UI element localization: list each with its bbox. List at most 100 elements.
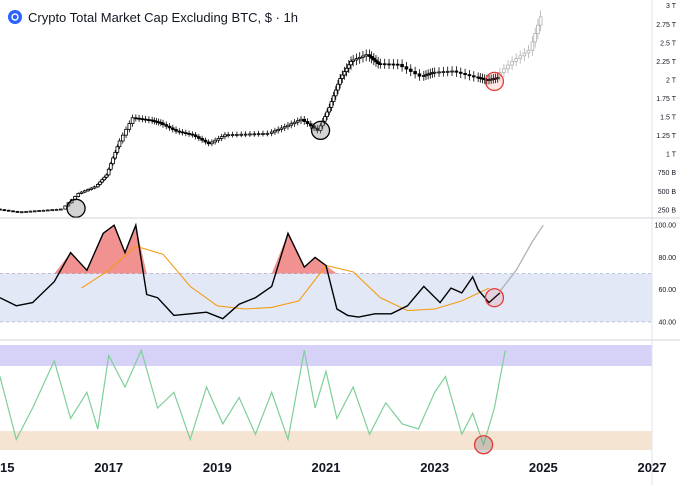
rsi-band <box>0 273 652 322</box>
projection-candle <box>526 49 531 54</box>
price-candle <box>361 55 365 58</box>
price-candle <box>387 63 391 66</box>
price-candle <box>331 95 336 102</box>
price-candle <box>2 209 7 212</box>
price-candle <box>239 133 244 136</box>
price-candle <box>463 72 467 75</box>
price-candle <box>273 130 277 133</box>
rsi-ma-line <box>81 245 490 312</box>
price-candle <box>357 56 362 60</box>
price-candle <box>295 120 300 123</box>
price-candle <box>441 71 446 74</box>
price-candle <box>63 205 67 210</box>
price-candle <box>252 133 257 136</box>
price-candle <box>256 133 261 136</box>
price-candle <box>235 134 239 136</box>
price-candle <box>372 57 376 61</box>
price-candle <box>400 63 404 68</box>
price-candle <box>187 132 191 135</box>
price-candle <box>395 63 400 66</box>
price-candle <box>190 133 195 136</box>
price-candle <box>54 208 59 211</box>
price-candle <box>41 209 46 212</box>
price-panel[interactable]: 3 T 2.75 T 2.5 T 2.25 T 2 T 1.75 T 1.5 T 1.25 T… <box>0 3 677 218</box>
price-candle <box>325 111 329 117</box>
price-candle <box>113 151 117 159</box>
price-tick-label: 1.5 T <box>660 115 677 122</box>
price-tick-label: 3 T <box>666 3 677 10</box>
gray-marker-circle <box>310 120 331 141</box>
price-candle <box>437 71 441 74</box>
price-candle <box>450 70 454 73</box>
price-candle <box>11 210 15 213</box>
price-candle <box>292 121 297 125</box>
price-candle <box>354 58 359 61</box>
oscillator-panel[interactable] <box>0 345 652 455</box>
price-candle <box>404 66 409 70</box>
price-candle <box>471 75 476 78</box>
price-candle <box>223 134 227 138</box>
price-candle <box>276 128 280 132</box>
price-candle <box>76 193 81 197</box>
price-candle <box>342 71 347 76</box>
projection-candle <box>510 60 514 66</box>
price-candle <box>143 118 148 121</box>
price-candle <box>374 59 378 63</box>
price-candle <box>279 127 284 130</box>
projection-candle <box>533 33 537 43</box>
price-candle <box>351 59 355 62</box>
price-candle <box>318 125 323 131</box>
price-candle <box>161 122 165 126</box>
rsi-tick-label: 80.00 <box>658 255 676 262</box>
oscillator-line <box>0 348 506 447</box>
projection-candle <box>518 55 523 59</box>
price-candle <box>111 157 115 165</box>
rsi-panel[interactable]: 100.00 80.00 60.00 40.00 <box>0 222 676 327</box>
year-tick-label: 2025 <box>529 460 558 475</box>
price-candle <box>432 71 437 74</box>
red-marker-circle <box>484 71 505 92</box>
price-candle <box>46 209 50 212</box>
price-candle <box>344 67 349 73</box>
price-candle <box>109 163 113 170</box>
price-candle <box>102 176 107 181</box>
price-candle <box>367 54 372 57</box>
price-candle <box>333 89 338 97</box>
price-candle <box>37 210 41 212</box>
year-tick-label: 2017 <box>94 460 123 475</box>
price-candle <box>243 133 248 136</box>
price-candle <box>206 141 211 145</box>
price-candle <box>6 209 11 212</box>
price-candle <box>19 211 24 214</box>
year-tick-label: 2021 <box>312 460 341 475</box>
price-candle <box>127 123 132 130</box>
red-marker-circle <box>473 435 494 455</box>
price-tick-label: 1.25 T <box>656 133 676 140</box>
price-candle <box>417 73 422 77</box>
rsi-projection-line <box>499 224 544 292</box>
projection-candle <box>536 24 540 34</box>
price-candle <box>184 132 188 135</box>
price-candle <box>282 126 287 129</box>
price-candle <box>164 124 169 127</box>
projection-candle <box>538 16 543 26</box>
price-candle <box>177 130 182 133</box>
price-candle <box>59 208 63 211</box>
price-tick-label: 750 B <box>658 170 677 177</box>
price-candle <box>338 78 342 85</box>
price-tick-label: 2.25 T <box>656 59 676 66</box>
price-candle <box>193 134 198 138</box>
price-tick-label: 2 T <box>666 77 677 84</box>
price-candle <box>130 117 135 124</box>
price-candle <box>79 191 84 194</box>
year-tick-label: 2023 <box>420 460 449 475</box>
chart-title-bar: Crypto Total Market Cap Excluding BTC, $… <box>8 8 302 26</box>
projection-candle <box>530 41 535 51</box>
price-candle <box>117 140 122 148</box>
price-candle <box>299 118 303 122</box>
price-tick-label: 1 T <box>666 152 677 159</box>
year-tick-label: 2019 <box>203 460 232 475</box>
year-tick-label: 2015 <box>0 460 14 475</box>
price-candle <box>349 60 353 66</box>
